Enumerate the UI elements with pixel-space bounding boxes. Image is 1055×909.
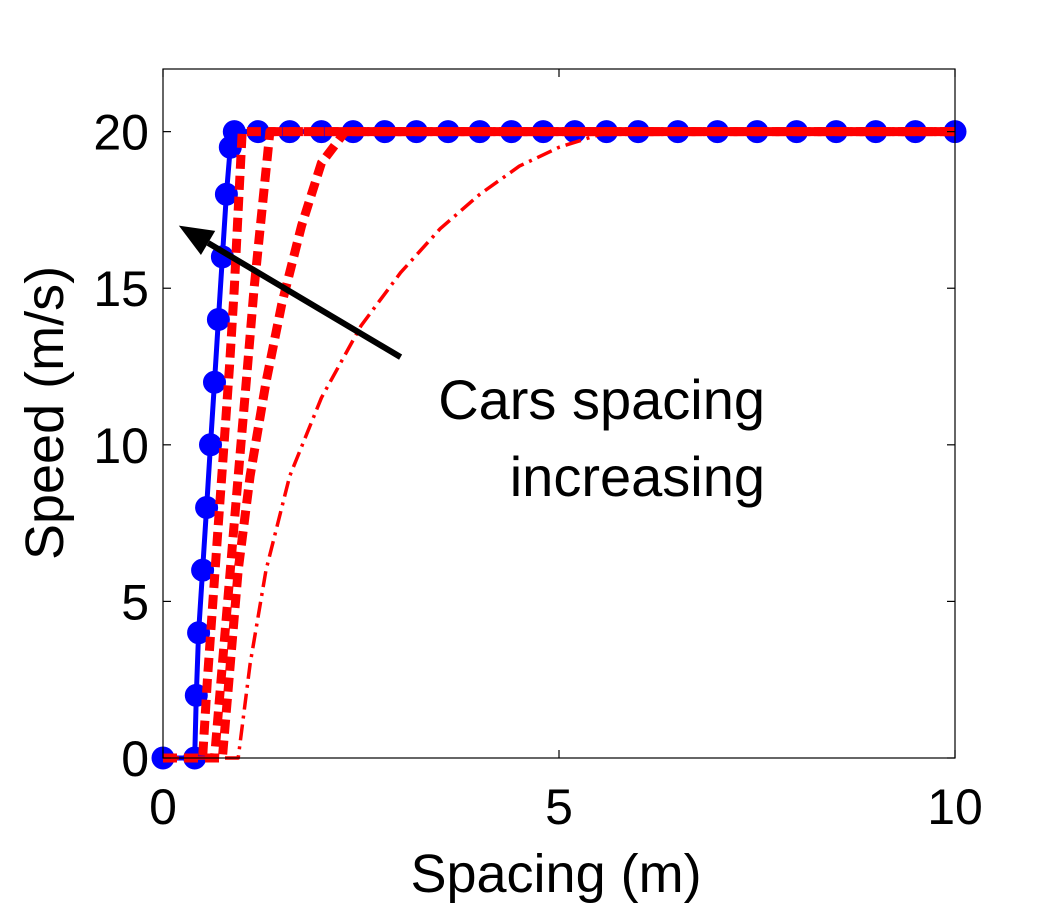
series-line-5	[163, 129, 955, 760]
series-1-marker	[187, 621, 211, 645]
annotation-text-line-1: Cars spacing	[438, 368, 765, 431]
series-1-marker	[203, 370, 226, 394]
y-tick-label: 0	[121, 731, 149, 787]
series-line-4	[163, 127, 955, 763]
series-line-3	[163, 127, 955, 763]
series-1-marker	[199, 433, 222, 457]
y-tick-label: 15	[93, 261, 149, 317]
x-tick-label: 0	[149, 779, 177, 835]
series-line-2	[163, 127, 955, 763]
y-axis-label: Speed (m/s)	[15, 266, 75, 560]
tick-layer: 0 5 10 0 5 10 15 20	[93, 69, 983, 835]
x-axis-label: Spacing (m)	[410, 844, 701, 904]
y-tick-label: 10	[93, 418, 149, 474]
series-1-marker	[206, 308, 230, 331]
annotation-layer: Cars spacing increasing	[178, 225, 765, 508]
series-1-marker	[195, 496, 219, 519]
annotation-arrow	[206, 240, 403, 360]
y-tick-label: 20	[93, 105, 149, 161]
series-1-marker	[191, 558, 215, 582]
annotation-text-line-2: increasing	[510, 445, 765, 508]
plot-area	[163, 69, 955, 758]
series-1-marker	[214, 182, 238, 206]
x-tick-label: 5	[545, 779, 573, 835]
y-tick-label: 5	[121, 574, 149, 630]
annotation-arrow-head	[178, 225, 216, 255]
x-tick-label: 10	[927, 779, 983, 835]
